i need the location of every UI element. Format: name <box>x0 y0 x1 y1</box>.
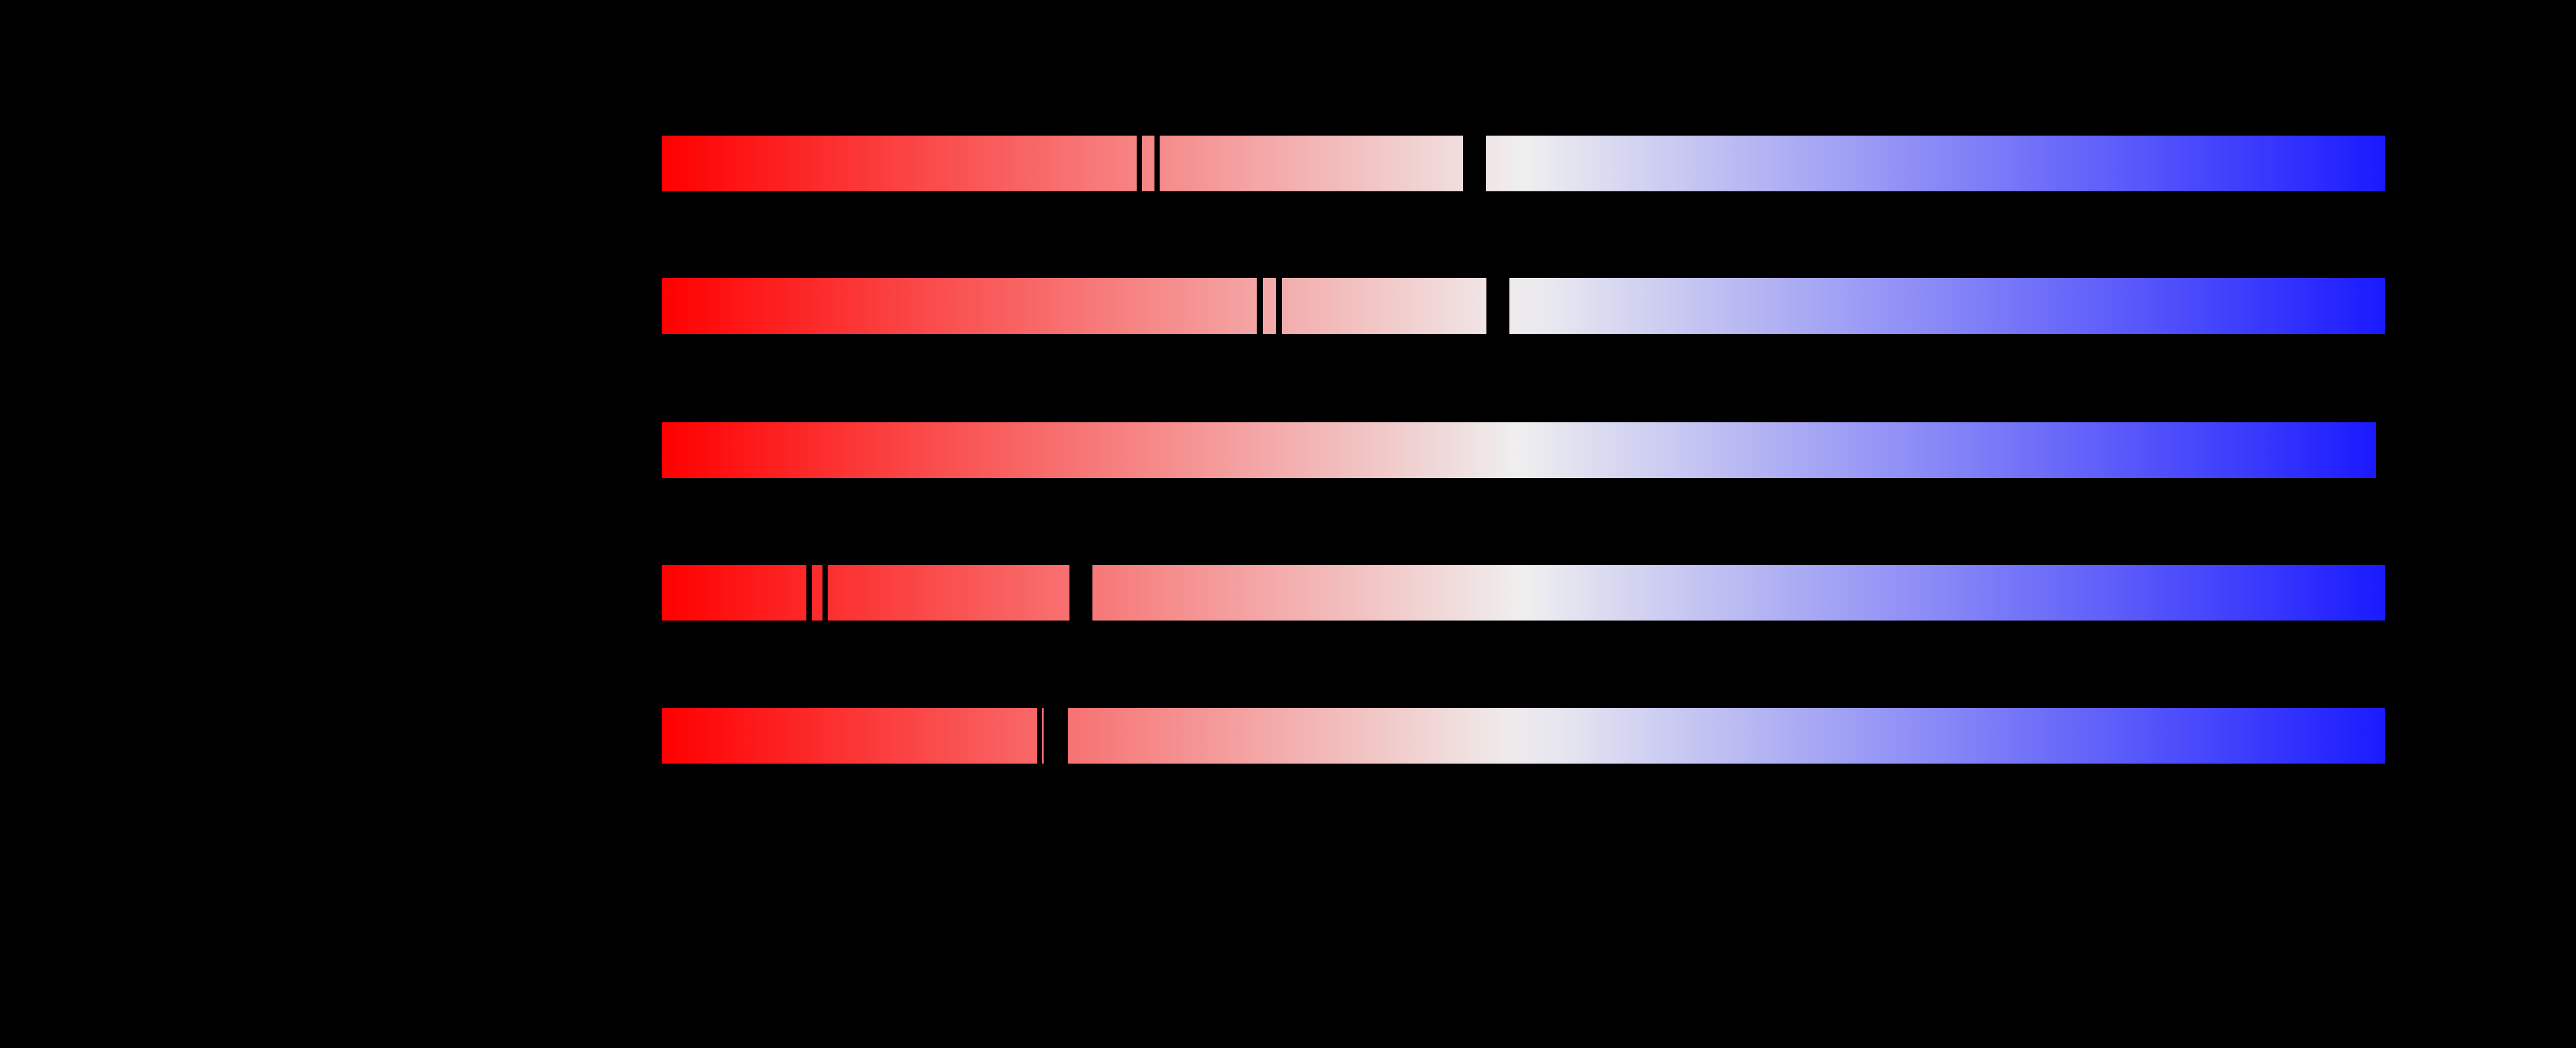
colorbar-segment <box>1263 278 1276 334</box>
colorbar-row-3 <box>0 422 2576 478</box>
colorbar-segment <box>1160 136 1463 191</box>
colorbar-segment <box>1142 136 1154 191</box>
colorbar-segment <box>1282 278 1486 334</box>
colorbar-segment <box>662 422 2376 478</box>
colorbar-row-1 <box>0 136 2576 191</box>
colorbar-segment <box>1486 136 2385 191</box>
colorbar-segment <box>662 136 1137 191</box>
colorbar-segment <box>662 708 1037 764</box>
colorbar-row-5 <box>0 708 2576 764</box>
colorbar-row-2 <box>0 278 2576 334</box>
colorbar-segment <box>1509 278 2385 334</box>
colorbar-segment <box>1092 565 2385 621</box>
colorbar-segment <box>828 565 1069 621</box>
colorbar-segment <box>812 565 822 621</box>
colorbar-segment <box>1068 708 2385 764</box>
colorbar-segment <box>1042 708 1044 764</box>
colorbar-segment <box>662 565 806 621</box>
colorbar-row-4 <box>0 565 2576 621</box>
colorbar-segment <box>662 278 1257 334</box>
